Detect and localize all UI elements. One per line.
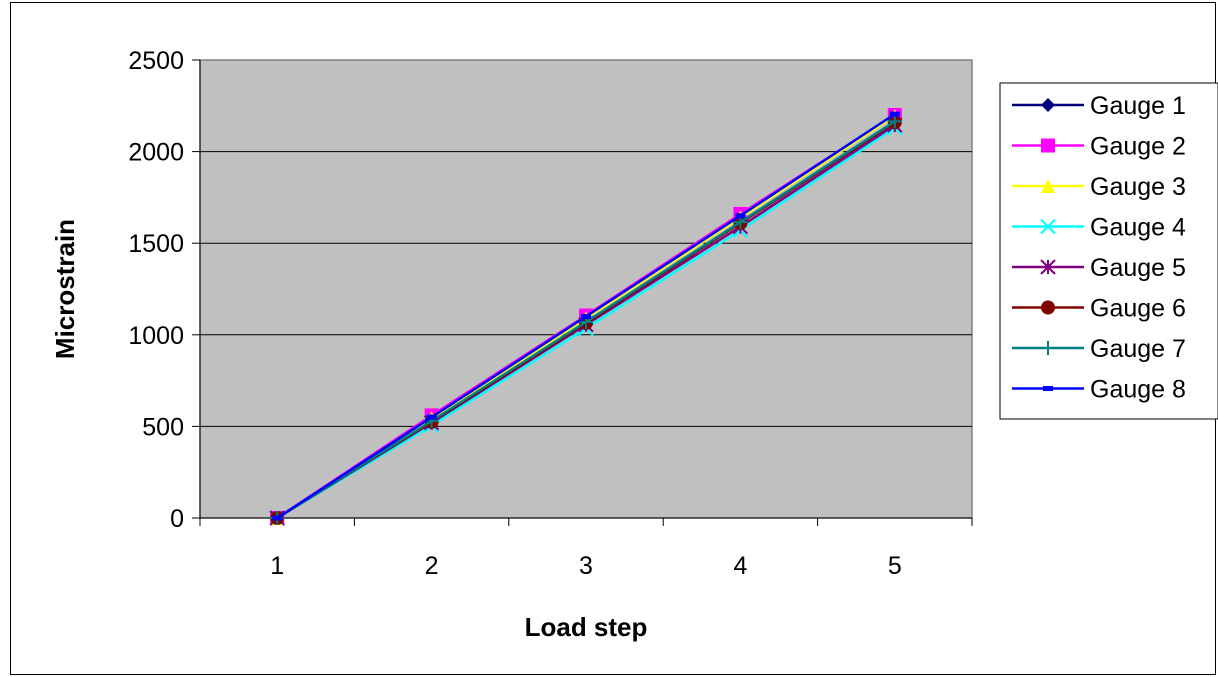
legend: Gauge 1 Gauge 2 Gauge 3 Gauge 4 Gauge 5 Gauge… (999, 82, 1218, 420)
x-tick-label: 3 (579, 552, 593, 580)
legend-item: Gauge 2 (1012, 133, 1186, 161)
y-tick-label: 1000 (128, 322, 184, 350)
gridlines (200, 151, 972, 427)
data-point (887, 114, 902, 129)
data-point (735, 213, 746, 219)
axes: 0 500 1000 1500 2000 2500 1 2 3 4 5 (128, 47, 973, 580)
x-tick-label: 1 (270, 552, 284, 580)
legend-item: Gauge 7 (1012, 335, 1186, 363)
y-tick-label: 1500 (128, 230, 184, 258)
plot-area (199, 59, 973, 519)
data-point (426, 414, 437, 420)
legend-marker (1041, 179, 1055, 193)
legend-label: Gauge 6 (1090, 295, 1186, 323)
legend-item: Gauge 1 (1012, 92, 1186, 120)
y-tick-label: 2000 (128, 139, 184, 167)
legend-item: Gauge 5 (1012, 254, 1186, 282)
data-point (889, 111, 900, 117)
y-tick-label: 0 (170, 505, 184, 533)
legend-item: Gauge 4 (1012, 214, 1186, 242)
data-point (581, 313, 591, 319)
series-8 (272, 111, 900, 521)
y-axis-title: Microstrain (50, 219, 80, 359)
legend-marker (1040, 218, 1056, 235)
x-tick-label: 4 (733, 552, 747, 580)
legend-marker (1041, 300, 1055, 315)
data-point (272, 515, 283, 521)
legend-box (999, 82, 1218, 420)
y-tick-label: 2500 (128, 47, 184, 75)
legend-label: Gauge 1 (1090, 92, 1186, 120)
legend-marker (1041, 98, 1055, 112)
legend-marker (1041, 341, 1055, 355)
legend-label: Gauge 7 (1090, 335, 1186, 363)
legend-marker (1040, 259, 1056, 275)
legend-marker (1041, 138, 1055, 153)
x-axis-title: Load step (525, 612, 648, 642)
legend-item: Gauge 6 (1012, 295, 1186, 323)
legend-label: Gauge 2 (1090, 133, 1186, 161)
legend-label: Gauge 3 (1090, 173, 1186, 201)
legend-label: Gauge 5 (1090, 254, 1186, 282)
y-tick-label: 500 (142, 413, 184, 441)
legend-label: Gauge 8 (1090, 376, 1186, 404)
series-lines (269, 107, 903, 526)
x-tick-label: 2 (425, 552, 439, 580)
legend-item: Gauge 3 (1012, 173, 1186, 201)
legend-label: Gauge 4 (1090, 214, 1186, 242)
x-tick-label: 5 (888, 552, 902, 580)
legend-item: Gauge 8 (1012, 376, 1186, 404)
legend-marker (1043, 386, 1053, 391)
